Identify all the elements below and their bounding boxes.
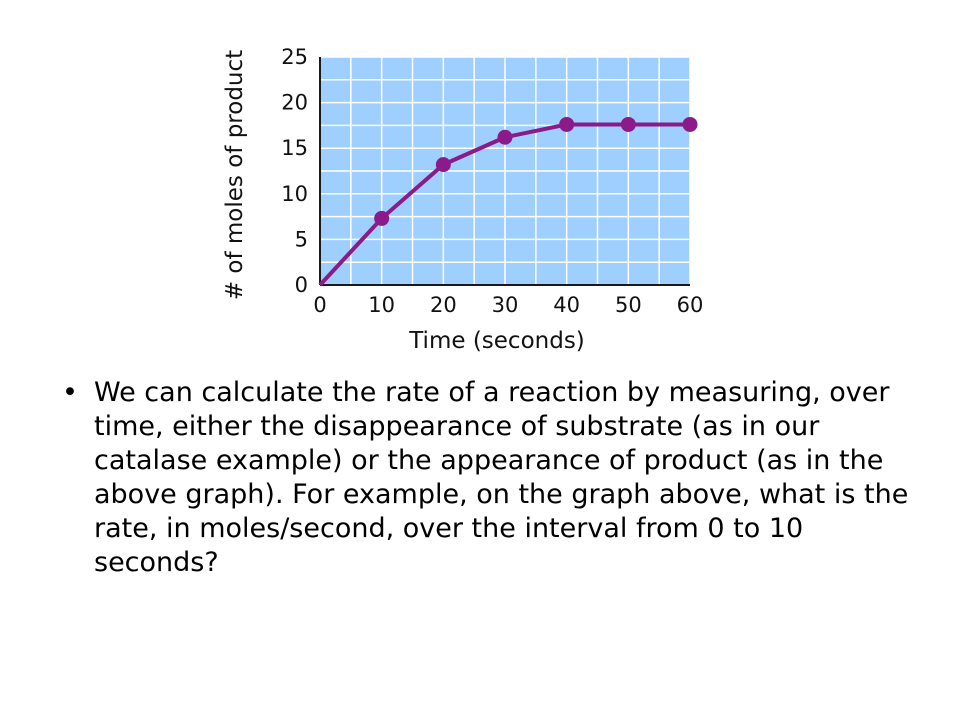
bullet-paragraph: • We can calculate the rate of a reactio… [62,376,922,580]
data-point [559,116,575,132]
y-tick-label: 15 [281,136,308,160]
axes [319,57,690,286]
y-tick-labels: 0 5 10 15 20 25 [281,45,308,297]
y-tick-label: 0 [295,273,308,297]
bullet-symbol: • [62,377,78,408]
data-point [620,116,636,132]
x-tick-label: 40 [553,293,580,317]
x-tick-labels: 0 10 20 30 40 50 60 [313,293,703,317]
y-axis-label: # of moles of product [222,50,248,300]
y-tick-label: 25 [281,45,308,69]
y-tick-label: 5 [295,227,308,251]
grid [319,56,691,286]
x-tick-label: 0 [313,293,326,317]
y-tick-label: 20 [281,91,308,115]
data-point [374,210,390,226]
x-tick-label: 50 [615,293,642,317]
data-point [497,129,513,145]
data-point [682,116,698,132]
x-tick-label: 20 [430,293,457,317]
y-tick-label: 10 [281,182,308,206]
data-point [435,157,451,173]
series [318,116,698,287]
x-tick-label: 10 [368,293,395,317]
bullet-text: We can calculate the rate of a reaction … [94,377,909,578]
x-axis-label: Time (seconds) [408,328,585,354]
x-tick-label: 30 [492,293,519,317]
x-tick-label: 60 [677,293,704,317]
